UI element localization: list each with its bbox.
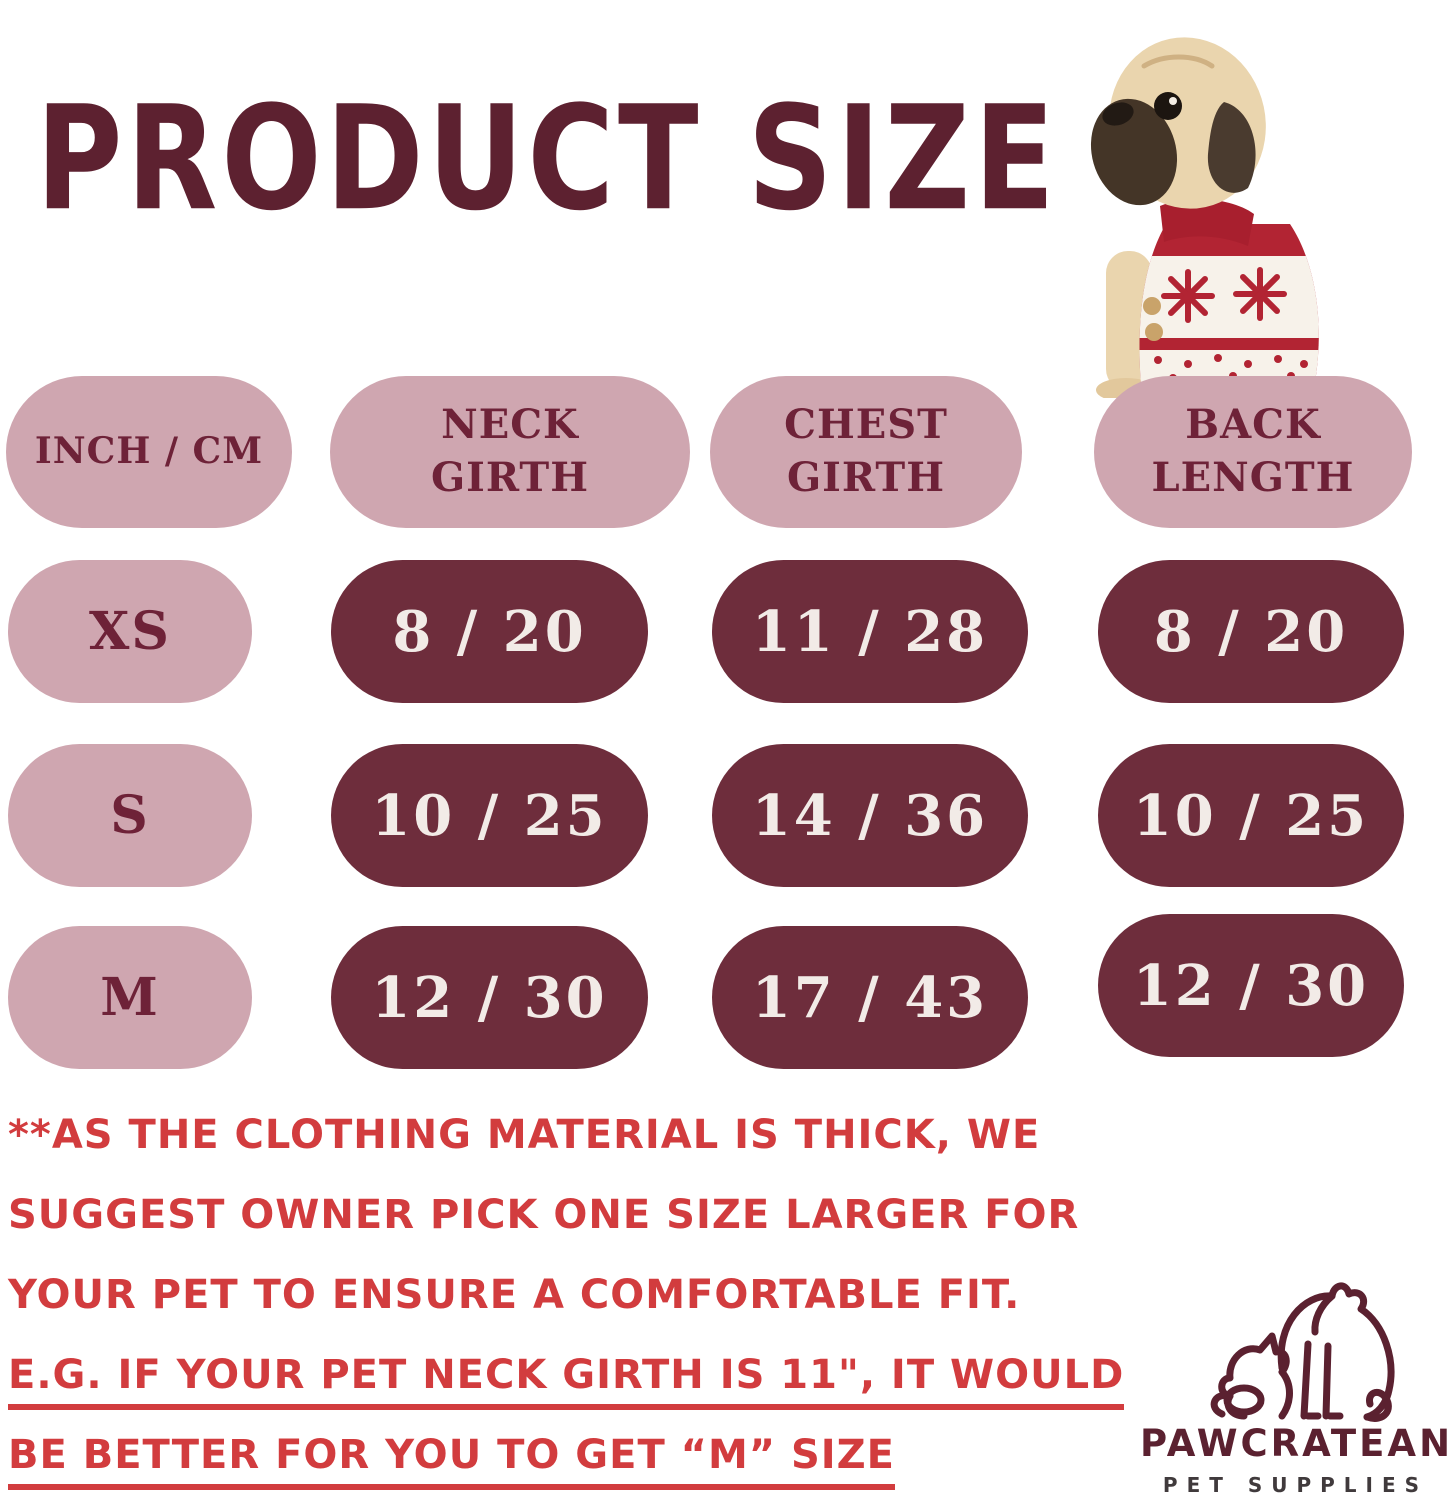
xs-neck-girth-value: 8 / 20 (331, 560, 648, 703)
product-photo (1048, 6, 1348, 404)
note-line-2: SUGGEST OWNER PICK ONE SIZE LARGER FOR (8, 1192, 1080, 1238)
brand-logo-block: PAWCRATEAN PET SUPPLIES (1140, 1272, 1451, 1497)
sizing-notes: **AS THE CLOTHING MATERIAL IS THICK, WE … (8, 1112, 1125, 1500)
header-neck-girth-label: NECK GIRTH (431, 401, 589, 501)
note-line-1: **AS THE CLOTHING MATERIAL IS THICK, WE (8, 1112, 1041, 1158)
s-neck-girth-value: 10 / 25 (331, 744, 648, 887)
page-title: PRODUCT SIZE (36, 74, 1059, 243)
dog-and-cat-logo-icon (1210, 1282, 1394, 1422)
header-chest-girth-label: CHEST GIRTH (784, 401, 948, 501)
header-neck-girth: NECK GIRTH (330, 376, 690, 528)
header-units: INCH / CM (6, 376, 292, 528)
header-back-length-label: BACK LENGTH (1151, 401, 1355, 501)
xs-chest-girth-value: 11 / 28 (712, 560, 1028, 703)
m-neck-girth-value: 12 / 30 (331, 926, 648, 1069)
m-back-length-value: 12 / 30 (1098, 914, 1404, 1057)
s-chest-girth-value: 14 / 36 (712, 744, 1028, 887)
note-line-4: E.G. IF YOUR PET NECK GIRTH IS 11", IT W… (8, 1352, 1125, 1432)
brand-name: PAWCRATEAN (1140, 1422, 1451, 1465)
size-label-m: M (8, 926, 252, 1069)
pug-in-sweater-illustration (1090, 37, 1324, 404)
s-back-length-value: 10 / 25 (1098, 744, 1404, 887)
size-label-xs: XS (8, 560, 252, 703)
xs-back-length-value: 8 / 20 (1098, 560, 1404, 703)
brand-tagline: PET SUPPLIES (1162, 1473, 1429, 1497)
note-line-3: YOUR PET TO ENSURE A COMFORTABLE FIT. (8, 1272, 1021, 1318)
m-chest-girth-value: 17 / 43 (712, 926, 1028, 1069)
size-label-s: S (8, 744, 252, 887)
header-chest-girth: CHEST GIRTH (710, 376, 1022, 528)
note-line-5: BE BETTER FOR YOU TO GET “M” SIZE (8, 1432, 1078, 1500)
header-units-label: INCH / CM (34, 430, 264, 473)
header-back-length: BACK LENGTH (1094, 376, 1412, 528)
